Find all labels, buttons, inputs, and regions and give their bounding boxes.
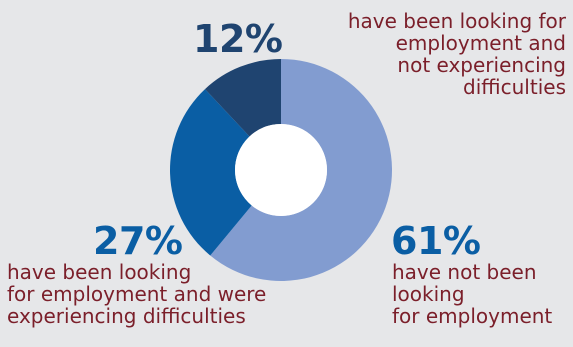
donut-hole xyxy=(235,124,327,216)
donut-slice-12 xyxy=(205,59,281,137)
data-label-12: 12% xyxy=(193,17,283,61)
donut-slice-27 xyxy=(170,89,252,256)
data-label-61: 61% xyxy=(391,219,481,263)
annotation-not-experiencing-difficulties: have been looking for employment and not… xyxy=(347,9,566,99)
data-label-27: 27% xyxy=(93,219,183,263)
annotation-not-looking: have not been looking for employment xyxy=(392,260,553,328)
annotation-experiencing-difficulties: have been looking for employment and wer… xyxy=(7,260,267,328)
donut-slice-61 xyxy=(210,59,393,281)
